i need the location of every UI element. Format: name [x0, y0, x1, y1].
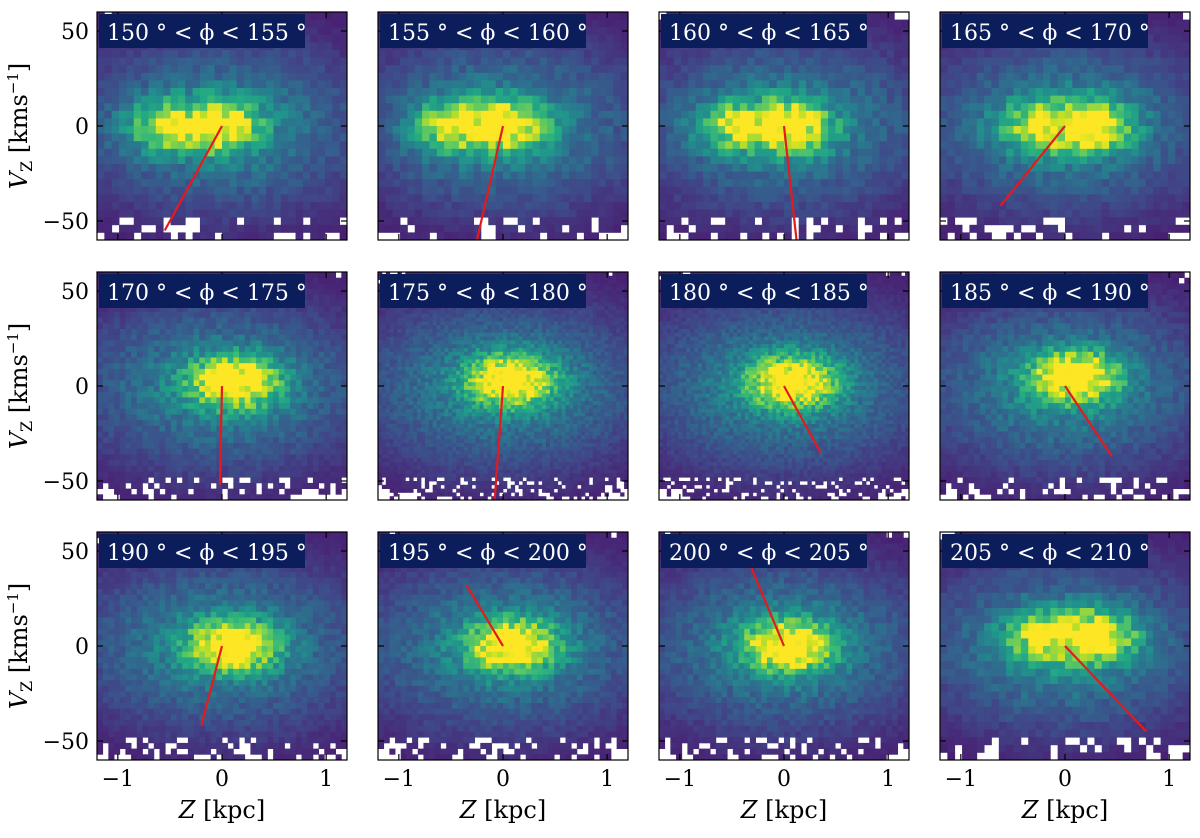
panel-10: 195 ° < ϕ < 200 ° −1 0 1 Z [kpc]	[377, 531, 629, 824]
panel-label: 175 ° < ϕ < 180 °	[380, 274, 588, 308]
y-tick-label: 50	[61, 20, 89, 45]
x-tick-label: −1	[664, 767, 696, 792]
panel-label: 195 ° < ϕ < 200 °	[380, 534, 588, 568]
x-tick-label: 1	[881, 767, 895, 792]
panel-label: 155 ° < ϕ < 160 °	[380, 14, 588, 48]
x-tick-label: 0	[496, 767, 510, 792]
x-tick-label: 1	[600, 767, 614, 792]
y-tick-label: 0	[75, 115, 89, 140]
panel-label: 185 ° < ϕ < 190 °	[942, 274, 1150, 308]
panel-5: 170 ° < ϕ < 175 ° 50 0 −50 VZ [kms−1]	[4, 271, 348, 501]
panel-9: 190 ° < ϕ < 195 ° 50 0 −50 VZ [kms−1] −1 0 1 Z […	[4, 531, 348, 824]
x-axis-label: Z [kpc]	[178, 796, 265, 824]
panel-11: 200 ° < ϕ < 205 ° −1 0 1 Z [kpc]	[658, 531, 910, 824]
svg-text:165 ° < ϕ < 170 °: 165 ° < ϕ < 170 °	[950, 21, 1150, 46]
y-axis-label: VZ [kms−1]	[4, 323, 36, 450]
y-tick-label: 0	[75, 375, 89, 400]
fit-line	[465, 584, 504, 647]
panel-2: 155 ° < ϕ < 160 °	[377, 11, 629, 241]
heatmap-cells	[97, 272, 347, 500]
panel-4: 165 ° < ϕ < 170 °	[939, 11, 1191, 241]
fit-line	[200, 645, 224, 727]
x-tick-label: −1	[102, 767, 134, 792]
y-tick-label: 50	[61, 280, 89, 305]
heatmap-cells	[659, 12, 909, 240]
fit-line	[1064, 645, 1148, 733]
panel-6: 175 ° < ϕ < 180 °	[377, 271, 629, 501]
x-tick-label: −1	[383, 767, 415, 792]
y-axis-label: VZ [kms−1]	[4, 63, 36, 190]
y-axis-label: VZ [kms−1]	[4, 583, 36, 710]
fit-line	[475, 125, 505, 240]
panel-3: 160 ° < ϕ < 165 °	[658, 11, 910, 241]
x-tick-label: 1	[1162, 767, 1176, 792]
panel-label: 160 ° < ϕ < 165 °	[661, 14, 869, 48]
panel-8: 185 ° < ϕ < 190 °	[939, 271, 1191, 501]
x-tick-label: 0	[777, 767, 791, 792]
x-tick-label: 1	[319, 767, 333, 792]
x-axis-label: Z [kpc]	[1021, 796, 1108, 824]
fit-line	[749, 565, 786, 647]
panel-label: 200 ° < ϕ < 205 °	[661, 534, 869, 568]
fit-line	[999, 125, 1066, 207]
fit-line	[163, 125, 223, 232]
fit-line	[783, 385, 822, 454]
x-axis-label: Z [kpc]	[740, 796, 827, 824]
panel-7: 180 ° < ϕ < 185 °	[658, 271, 910, 501]
svg-text:160 ° < ϕ < 165 °: 160 ° < ϕ < 165 °	[669, 21, 869, 46]
fit-line	[493, 385, 505, 500]
panel-1: 150 ° < ϕ < 155 ° 50 0 −50 VZ [kms−1]	[4, 11, 348, 241]
y-tick-label: −50	[43, 470, 89, 495]
fit-line	[1064, 385, 1113, 457]
svg-text:150 ° < ϕ < 155 °: 150 ° < ϕ < 155 °	[107, 21, 307, 46]
fit-line	[782, 125, 798, 240]
x-tick-label: 0	[215, 767, 229, 792]
fit-line	[218, 385, 224, 485]
panel-label: 170 ° < ϕ < 175 °	[99, 274, 307, 308]
y-tick-label: −50	[43, 730, 89, 755]
x-axis-label: Z [kpc]	[459, 796, 546, 824]
x-tick-label: 0	[1058, 767, 1072, 792]
y-tick-label: 0	[75, 635, 89, 660]
panel-label: 165 ° < ϕ < 170 °	[942, 14, 1150, 48]
y-tick-label: 50	[61, 540, 89, 565]
panel-label: 205 ° < ϕ < 210 °	[942, 534, 1150, 568]
panel-12: 205 ° < ϕ < 210 ° −1 0 1 Z [kpc]	[939, 531, 1191, 824]
y-tick-label: −50	[43, 210, 89, 235]
panel-label: 180 ° < ϕ < 185 °	[661, 274, 869, 308]
panel-label: 150 ° < ϕ < 155 °	[99, 14, 307, 48]
svg-text:155 ° < ϕ < 160 °: 155 ° < ϕ < 160 °	[388, 21, 588, 46]
x-tick-label: −1	[945, 767, 977, 792]
panel-label: 190 ° < ϕ < 195 °	[99, 534, 307, 568]
